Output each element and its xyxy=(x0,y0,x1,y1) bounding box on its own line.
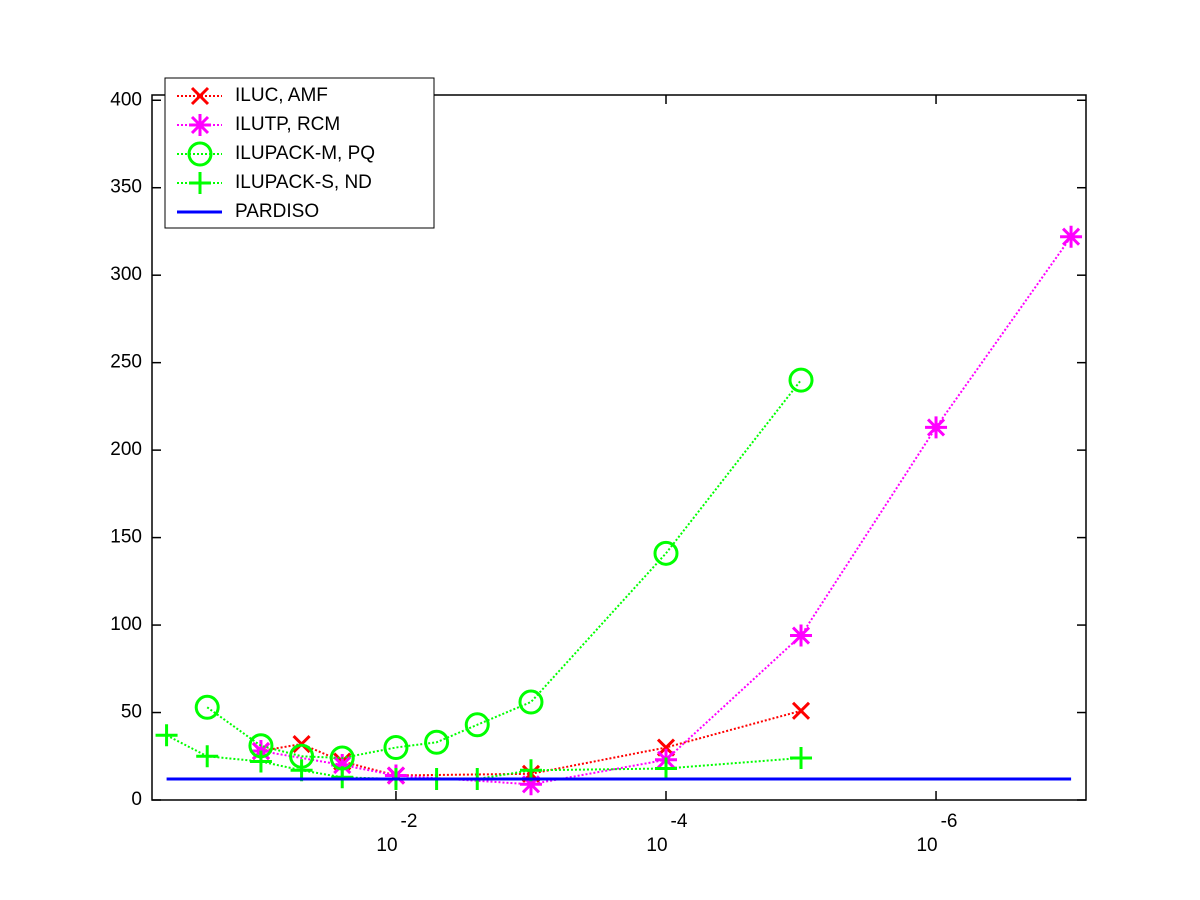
marker xyxy=(196,745,219,768)
y-tick-label: 150 xyxy=(110,527,142,548)
y-tick-label: 350 xyxy=(110,177,142,198)
y-tick-label: 100 xyxy=(110,614,142,635)
y-tick-label: 400 xyxy=(110,89,142,110)
marker xyxy=(383,735,409,761)
legend-marker xyxy=(189,114,211,136)
x-tick-label: 10 xyxy=(376,835,397,856)
legend-label: ILUPACK-M, PQ xyxy=(235,143,375,164)
x-tick-label: 10 xyxy=(646,835,667,856)
marker xyxy=(654,757,677,780)
marker xyxy=(464,712,490,738)
y-tick-label: 250 xyxy=(110,352,142,373)
marker xyxy=(424,729,450,755)
legend-marker xyxy=(187,141,213,167)
x-tick-exponent: -6 xyxy=(941,811,958,832)
marker xyxy=(331,754,354,777)
marker xyxy=(790,624,813,647)
y-tick-label: 0 xyxy=(131,789,142,810)
marker xyxy=(155,724,178,747)
marker xyxy=(790,747,813,770)
y-tick-label: 300 xyxy=(110,264,142,285)
marker xyxy=(1060,225,1083,248)
x-tick-exponent: -4 xyxy=(671,811,688,832)
y-tick-label: 50 xyxy=(121,702,142,723)
series-line xyxy=(260,236,1072,786)
marker xyxy=(653,540,679,566)
x-tick-label: 10 xyxy=(916,835,937,856)
marker xyxy=(519,773,542,796)
legend: ILUC, AMF ILUTP, RCM ILUPACK-M, PQ ILUPACK-… xyxy=(164,77,435,229)
plot-frame xyxy=(151,94,1087,801)
legend-label: PARDISO xyxy=(235,201,319,222)
series-line xyxy=(206,379,802,760)
marker xyxy=(331,766,354,789)
x-tick-exponent: -2 xyxy=(401,811,418,832)
legend-label: ILUTP, RCM xyxy=(235,114,340,135)
marker xyxy=(788,367,814,393)
marker xyxy=(194,694,220,720)
marker xyxy=(925,416,948,439)
marker xyxy=(249,750,272,773)
marker xyxy=(791,701,811,720)
legend-marker xyxy=(189,172,211,194)
legend-label: ILUC, AMF xyxy=(235,85,328,106)
legend-label: ILUPACK-S, ND xyxy=(235,172,372,193)
y-tick-label: 200 xyxy=(110,439,142,460)
legend-marker xyxy=(190,86,210,106)
marker xyxy=(518,689,544,715)
